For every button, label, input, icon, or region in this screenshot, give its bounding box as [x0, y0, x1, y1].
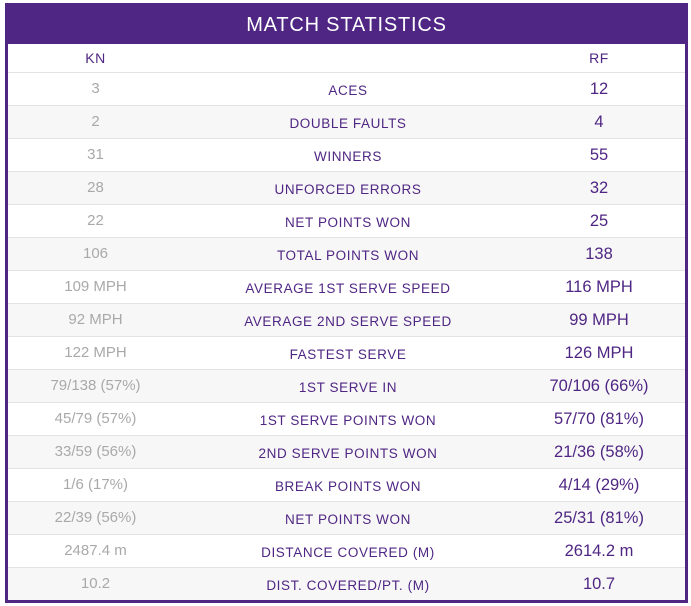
right-player-value: 57/70 (81%) — [554, 410, 644, 428]
left-player-value: 122 MPH — [64, 344, 127, 361]
stat-label: NET POINTS WON — [285, 215, 411, 230]
stat-label: DIST. COVERED/PT. (M) — [266, 578, 430, 593]
stat-row: 2 DOUBLE FAULTS 4 — [8, 106, 685, 139]
stat-row: 122 MPH FASTEST SERVE 126 MPH — [8, 337, 685, 370]
stat-label: 1ST SERVE POINTS WON — [259, 413, 437, 428]
left-player-value: 92 MPH — [68, 311, 123, 328]
stat-label: 1ST SERVE IN — [298, 380, 398, 395]
player-left-name: KN — [85, 50, 106, 66]
right-player-value: 55 — [589, 146, 609, 164]
stat-label: UNFORCED ERRORS — [274, 182, 422, 197]
stat-label: BREAK POINTS WON — [274, 479, 422, 494]
stat-label: DOUBLE FAULTS — [289, 116, 407, 131]
left-player-value: 33/59 (56%) — [54, 443, 137, 460]
left-player-value: 106 — [82, 245, 109, 262]
match-statistics-panel: MATCH STATISTICS KN RF 3 ACES 12 2 DOUBL… — [5, 3, 688, 603]
stat-row: 92 MPH AVERAGE 2ND SERVE SPEED 99 MPH — [8, 304, 685, 337]
stat-row: 109 MPH AVERAGE 1ST SERVE SPEED 116 MPH — [8, 271, 685, 304]
stat-row: 79/138 (57%) 1ST SERVE IN 70/106 (66%) — [8, 370, 685, 403]
stat-row: 3 ACES 12 — [8, 73, 685, 106]
right-player-value: 21/36 (58%) — [554, 443, 644, 461]
right-player-value: 4 — [594, 113, 604, 131]
stat-row: 22/39 (56%) NET POINTS WON 25/31 (81%) — [8, 502, 685, 535]
stat-label: ACES — [328, 83, 368, 98]
stat-row: 22 NET POINTS WON 25 — [8, 205, 685, 238]
stat-label: NET POINTS WON — [285, 512, 411, 527]
right-player-value: 70/106 (66%) — [549, 377, 649, 395]
right-player-value: 126 MPH — [564, 344, 634, 362]
stat-row: 28 UNFORCED ERRORS 32 — [8, 172, 685, 205]
left-player-value: 22/39 (56%) — [54, 509, 137, 526]
right-player-value: 2614.2 m — [564, 542, 634, 560]
stat-row: 33/59 (56%) 2ND SERVE POINTS WON 21/36 (… — [8, 436, 685, 469]
stat-label: AVERAGE 2ND SERVE SPEED — [244, 314, 452, 329]
left-player-value: 22 — [87, 212, 104, 229]
left-player-value: 79/138 (57%) — [50, 377, 141, 394]
left-player-value: 1/6 (17%) — [62, 476, 129, 493]
stat-row: 1/6 (17%) BREAK POINTS WON 4/14 (29%) — [8, 469, 685, 502]
stat-row: 106 TOTAL POINTS WON 138 — [8, 238, 685, 271]
stat-row: 31 WINNERS 55 — [8, 139, 685, 172]
left-player-value: 3 — [91, 80, 100, 97]
right-player-value: 4/14 (29%) — [558, 476, 640, 494]
stat-label: AVERAGE 1ST SERVE SPEED — [245, 281, 451, 296]
stat-row: 45/79 (57%) 1ST SERVE POINTS WON 57/70 (… — [8, 403, 685, 436]
right-player-value: 10.7 — [582, 575, 616, 593]
stat-label: TOTAL POINTS WON — [276, 248, 420, 263]
left-player-value: 109 MPH — [64, 278, 127, 295]
stat-label: DISTANCE COVERED (M) — [261, 545, 435, 560]
right-player-value: 25/31 (81%) — [554, 509, 644, 527]
stat-label: 2ND SERVE POINTS WON — [258, 446, 438, 461]
panel-title: MATCH STATISTICS — [8, 6, 685, 44]
left-player-value: 31 — [87, 146, 104, 163]
left-player-value: 28 — [87, 179, 104, 196]
right-player-value: 25 — [589, 212, 609, 230]
left-player-value: 2 — [91, 113, 100, 130]
stat-row: 2487.4 m DISTANCE COVERED (M) 2614.2 m — [8, 535, 685, 568]
player-header-row: KN RF — [8, 44, 685, 72]
left-player-value: 2487.4 m — [64, 542, 127, 559]
player-right-name: RF — [589, 50, 609, 66]
left-player-value: 10.2 — [80, 575, 111, 592]
stat-row: 10.2 DIST. COVERED/PT. (M) 10.7 — [8, 568, 685, 600]
right-player-value: 32 — [589, 179, 609, 197]
right-player-value: 138 — [585, 245, 613, 263]
right-player-value: 116 MPH — [565, 278, 633, 296]
stat-label: WINNERS — [314, 149, 382, 164]
right-player-value: 99 MPH — [569, 311, 629, 329]
stats-table: 3 ACES 12 2 DOUBLE FAULTS 4 31 WINNERS 5… — [8, 72, 685, 600]
stat-label: FASTEST SERVE — [289, 347, 407, 362]
left-player-value: 45/79 (57%) — [54, 410, 137, 427]
right-player-value: 12 — [589, 80, 609, 98]
